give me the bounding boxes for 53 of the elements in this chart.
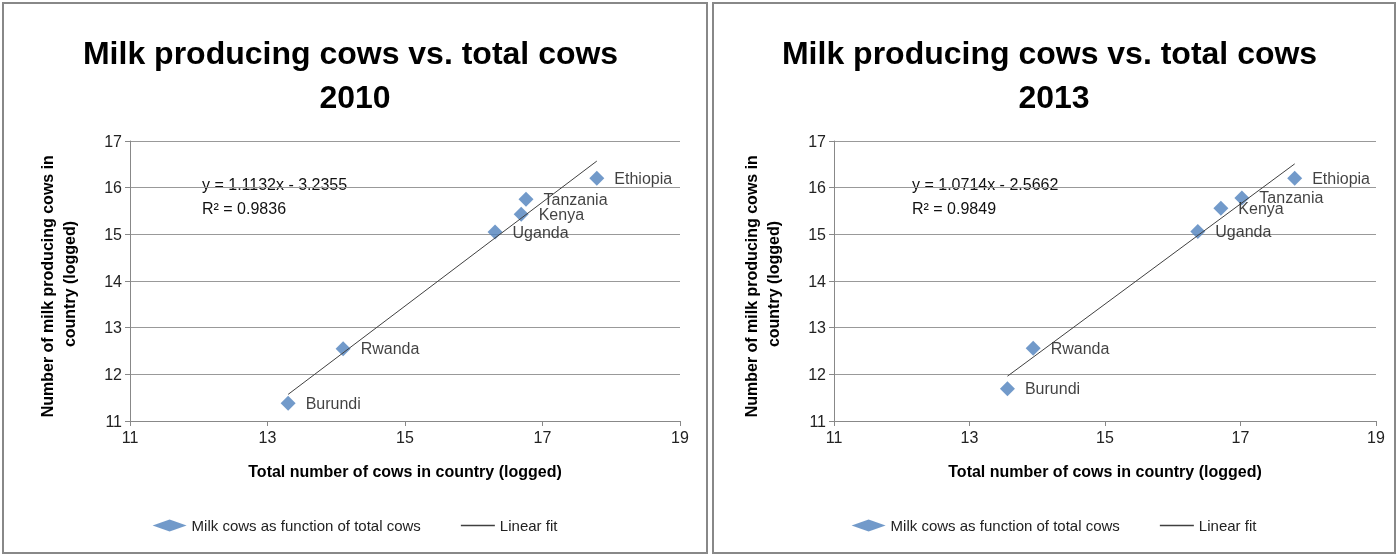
legend-label: Linear fit [1198, 517, 1258, 534]
point [280, 395, 296, 411]
x-tick-label: 15 [396, 428, 414, 446]
chart-title: Milk producing cows vs. total cows 2013 [781, 35, 1327, 115]
y-tick-label: 14 [104, 272, 123, 290]
chart-title: Milk producing cows vs. total cows 2010 [82, 35, 628, 115]
data-label: Burundi [1024, 380, 1081, 398]
y-tick-label: 15 [808, 225, 827, 243]
data-label: Uganda [512, 223, 569, 241]
point [1025, 340, 1041, 356]
x-tick-label: 15 [1096, 428, 1114, 446]
point [999, 381, 1015, 397]
point [589, 170, 605, 186]
legend-label: Milk cows as function of total cows [191, 517, 421, 534]
y-tick-label: 16 [808, 179, 827, 197]
point [518, 191, 534, 207]
data-label: Ethiopia [614, 169, 673, 187]
x-tick-label: 17 [1231, 428, 1250, 446]
y-tick-label: 12 [808, 365, 827, 383]
data-label: Uganda [1215, 223, 1272, 241]
x-tick-label: 13 [258, 428, 277, 446]
y-tick-label: 12 [104, 365, 123, 383]
point [1213, 200, 1229, 216]
y-tick-label: 14 [808, 272, 827, 290]
x-tick-label: 13 [960, 428, 979, 446]
y-tick-label: 11 [809, 412, 827, 430]
y-tick-label: 13 [104, 319, 123, 337]
legend-label: Milk cows as function of total cows [890, 517, 1120, 534]
data-label: Tanzania [543, 190, 608, 208]
x-axis-title: Total number of cows in country (logged) [948, 462, 1262, 480]
x-tick-label: 19 [671, 428, 689, 446]
x-tick-label: 11 [121, 428, 139, 446]
legend-label: Linear fit [499, 517, 559, 534]
data-label: Kenya [538, 205, 585, 223]
y-axis-title: Number of milk producing cows in country (logged) [742, 150, 782, 418]
y-tick-label: 15 [104, 225, 123, 243]
x-tick-label: 11 [825, 428, 843, 446]
y-tick-label: 17 [808, 132, 827, 150]
x-tick-label: 17 [533, 428, 552, 446]
y-tick-label: 11 [105, 412, 123, 430]
x-tick-label: 19 [1367, 428, 1385, 446]
data-label: Rwanda [1050, 339, 1110, 357]
y-tick-label: 17 [104, 132, 123, 150]
point [1287, 170, 1303, 186]
data-label: Ethiopia [1312, 169, 1371, 187]
y-tick-label: 16 [104, 179, 123, 197]
y-tick-label: 13 [808, 319, 827, 337]
y-axis-title: Number of milk producing cows in country (logged) [38, 150, 78, 418]
data-label: Rwanda [360, 340, 420, 358]
data-label: Burundi [305, 394, 361, 412]
annotation: R² = 0.9836 [202, 199, 287, 217]
annotation: R² = 0.9849 [912, 199, 997, 217]
x-axis-title: Total number of cows in country (logged) [248, 462, 562, 480]
